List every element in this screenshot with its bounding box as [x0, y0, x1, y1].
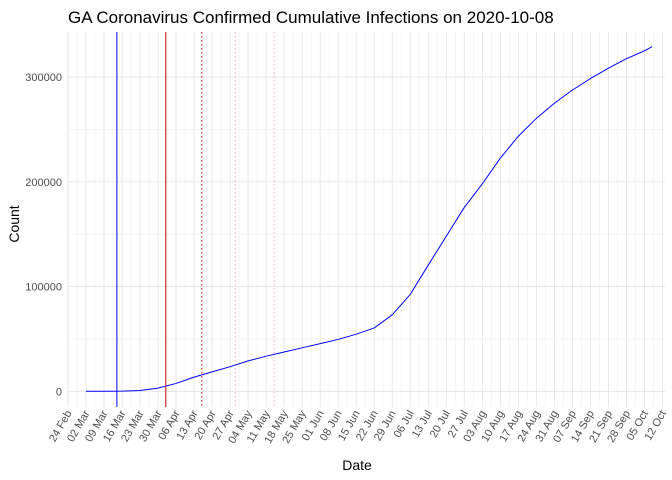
y-tick-label: 200000 — [25, 177, 62, 189]
y-axis-label: Count — [6, 205, 22, 242]
grid-layer — [67, 32, 665, 407]
chart-title: GA Coronavirus Confirmed Cumulative Infe… — [68, 8, 554, 27]
y-tick-label: 0 — [56, 386, 62, 398]
reference-lines — [116, 32, 275, 407]
series-line-1 — [86, 46, 653, 392]
y-tick-label: 100000 — [25, 282, 62, 294]
y-tick-label: 300000 — [25, 72, 62, 84]
series-layer — [86, 46, 653, 392]
x-axis-label: Date — [342, 457, 372, 473]
y-tick-labels: 0 100000 200000 300000 — [25, 72, 62, 398]
